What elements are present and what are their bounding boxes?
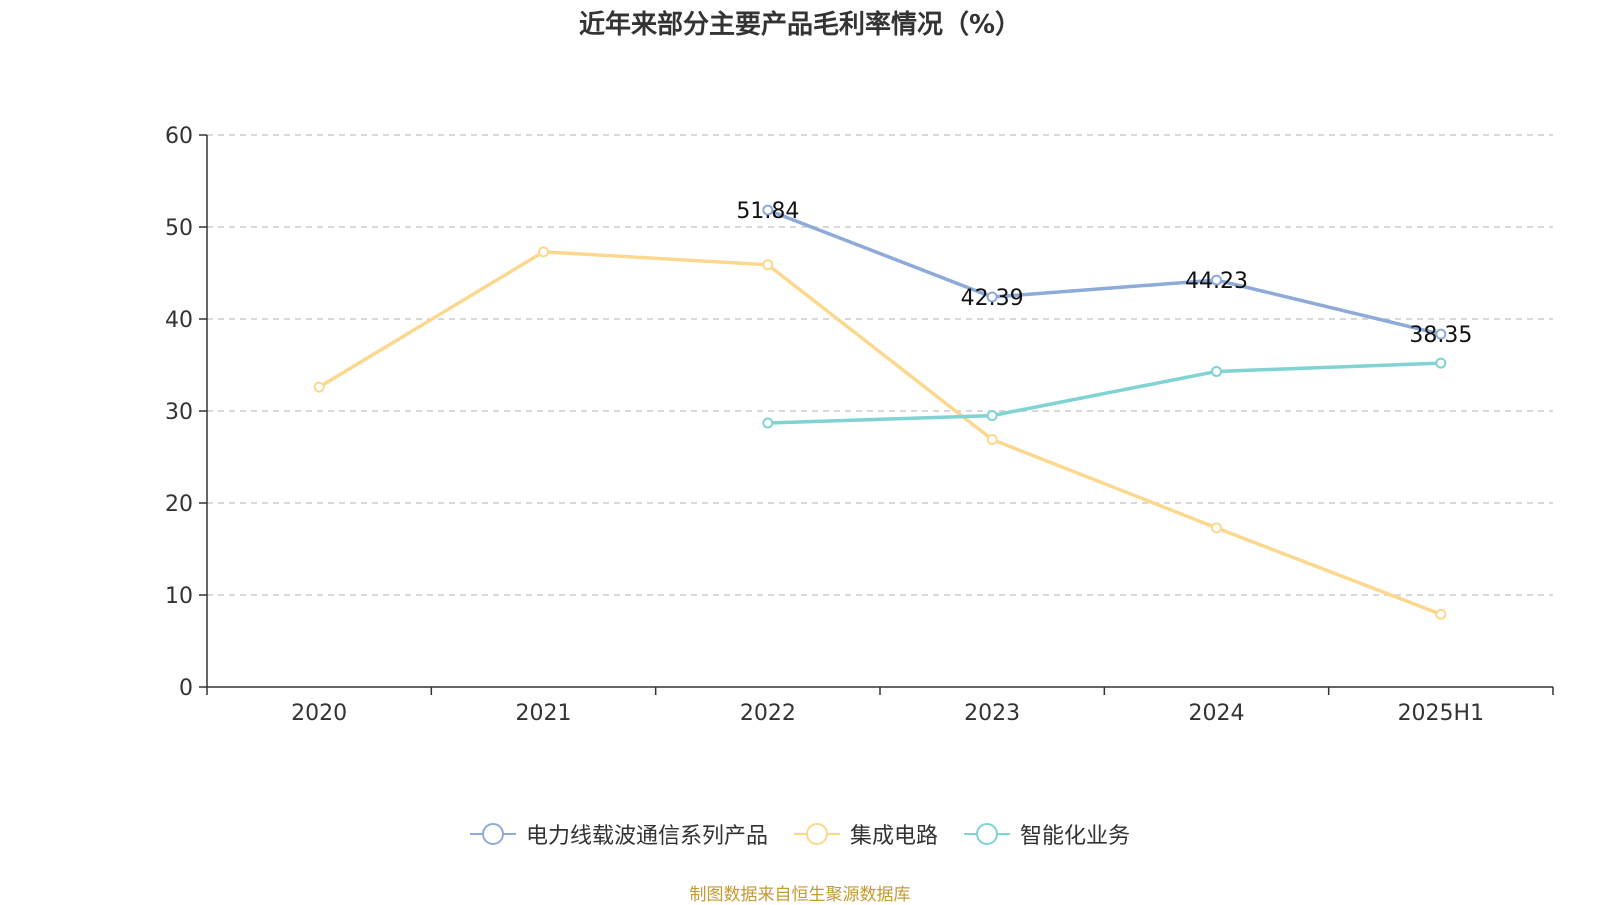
legend-marker-icon — [793, 822, 840, 846]
data-label: 38.35 — [1409, 323, 1472, 348]
data-point — [538, 246, 549, 258]
legend-item[interactable]: 智能化业务 — [964, 818, 1130, 850]
data-point — [986, 291, 998, 303]
legend-marker-icon — [964, 822, 1010, 846]
x-tick-label: 2021 — [516, 701, 572, 726]
x-tick-label: 2023 — [964, 701, 1020, 726]
x-tick-label: 2025H1 — [1398, 701, 1485, 726]
data-point — [1435, 357, 1447, 369]
data-point — [1211, 365, 1222, 377]
y-tick-label: 30 — [165, 400, 193, 425]
y-tick-label: 50 — [165, 216, 193, 241]
data-point — [762, 259, 774, 271]
legend-label: 集成电路 — [849, 824, 938, 849]
x-tick-label: 2020 — [291, 701, 347, 726]
y-tick-label: 40 — [165, 308, 193, 333]
data-point — [762, 204, 774, 216]
series-line — [767, 208, 1442, 336]
chart-title: 近年来部分主要产品毛利率情况（%） — [578, 10, 1022, 40]
data-point — [1211, 274, 1222, 286]
data-point — [1435, 328, 1447, 340]
legend-label: 电力线载波通信系列产品 — [525, 824, 768, 849]
data-label: 44.23 — [1185, 269, 1248, 294]
series-line — [767, 361, 1441, 425]
data-point — [313, 381, 325, 393]
data-point — [986, 434, 998, 446]
source-note: 制图数据来自恒生聚源数据库 — [689, 885, 911, 905]
x-tick-label: 2022 — [740, 701, 796, 726]
data-point — [1211, 522, 1222, 534]
y-tick-label: 0 — [179, 676, 193, 701]
legend-marker-icon — [469, 822, 516, 846]
data-label: 51.84 — [736, 199, 799, 224]
y-tick-label: 60 — [165, 124, 193, 149]
x-tick-label: 2024 — [1189, 701, 1245, 726]
y-tick-label: 20 — [165, 492, 193, 517]
data-point — [1435, 608, 1447, 620]
data-point — [986, 410, 998, 422]
y-tick-label: 10 — [165, 584, 193, 609]
legend-item[interactable]: 集成电路 — [793, 818, 938, 850]
data-point — [762, 417, 774, 429]
legend-item[interactable]: 电力线载波通信系列产品 — [469, 818, 768, 850]
data-label: 42.39 — [961, 286, 1024, 311]
legend-label: 智能化业务 — [1020, 824, 1131, 849]
legend: 电力线载波通信系列产品 集成电路 智能化业务 — [0, 818, 1600, 850]
series-line — [318, 250, 1442, 616]
